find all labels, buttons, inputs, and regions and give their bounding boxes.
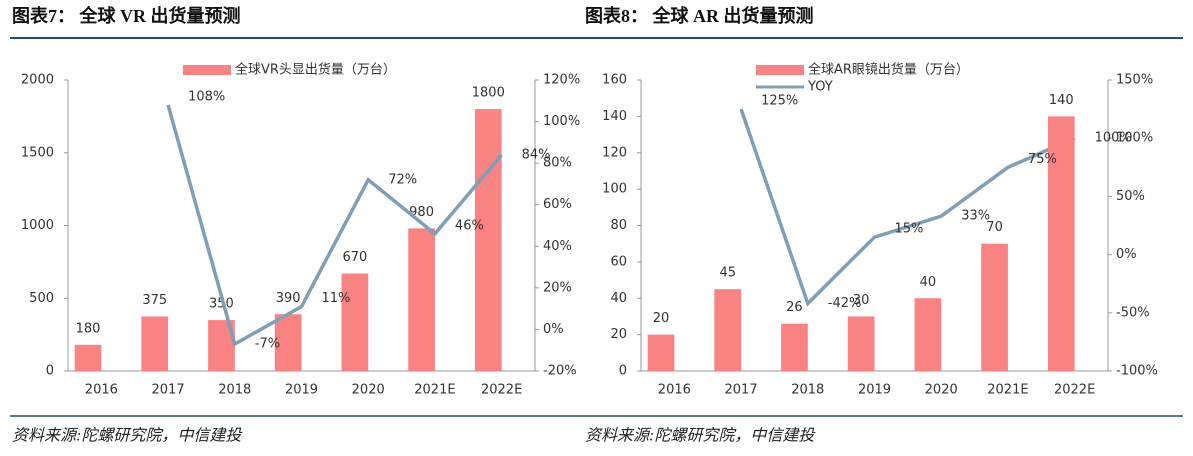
y-tick-label: 160 — [602, 73, 627, 88]
legend-label: YOY — [807, 80, 833, 95]
x-tick-label: 2019 — [858, 383, 891, 398]
y2-tick-label: 60% — [543, 197, 572, 212]
line-value-label: -7% — [255, 336, 280, 351]
x-tick-label: 2019 — [285, 383, 318, 398]
bar-value-label: 70 — [986, 220, 1003, 235]
y2-tick-label: 100% — [543, 114, 580, 129]
bar-value-label: 390 — [276, 291, 301, 306]
line-value-label: 15% — [895, 222, 924, 237]
x-tick-label: 2018 — [218, 383, 251, 398]
y-tick-label: 1000 — [21, 218, 54, 233]
bar — [474, 109, 502, 371]
x-tick-label: 2021E — [414, 383, 455, 398]
line-value-label: 72% — [388, 172, 417, 187]
y2-tick-label: -50% — [1116, 305, 1150, 320]
bar-value-label: 26 — [786, 300, 803, 315]
line-value-label: 108% — [188, 89, 225, 104]
line-value-label: 75% — [1028, 152, 1057, 167]
y-tick-label: 40 — [610, 291, 627, 306]
bar-value-label: 45 — [719, 266, 736, 281]
bar-value-label: 30 — [853, 293, 870, 308]
y-tick-label: 20 — [610, 327, 627, 342]
bar-value-label: 670 — [342, 250, 367, 265]
legend-label: 全球VR头显出货量（万台） — [235, 62, 396, 78]
bar — [981, 243, 1008, 371]
x-tick-label: 2016 — [658, 383, 691, 398]
y-tick-label: 80 — [610, 218, 627, 233]
legend-swatch — [183, 65, 231, 75]
x-tick-label: 2020 — [352, 383, 385, 398]
x-tick-label: 2022E — [1054, 383, 1095, 398]
x-tick-label: 2016 — [85, 383, 118, 398]
line-value-label: 100% — [1095, 131, 1132, 146]
bar — [341, 273, 369, 371]
line-value-label: 11% — [322, 291, 351, 306]
y-tick-label: 500 — [29, 291, 54, 306]
legend-swatch — [756, 65, 804, 75]
bar — [141, 316, 169, 371]
bar — [1047, 116, 1075, 371]
y-tick-label: 0 — [46, 364, 54, 379]
bar-value-label: 140 — [1049, 93, 1074, 108]
y-tick-label: 140 — [602, 109, 627, 124]
line-value-label: 46% — [455, 218, 484, 233]
legend-label: 全球AR眼镜出货量（万台） — [808, 62, 969, 78]
bar-value-label: 375 — [142, 293, 167, 308]
y2-tick-label: 80% — [543, 156, 572, 171]
line-value-label: 33% — [961, 209, 990, 224]
y2-tick-label: -100% — [1116, 364, 1158, 379]
source: 资料来源:陀螺研究院，中信建投 — [12, 427, 243, 445]
x-tick-label: 2021E — [987, 383, 1028, 398]
y2-tick-label: 40% — [543, 239, 572, 254]
y-tick-label: 1500 — [21, 145, 54, 160]
bar — [647, 334, 675, 371]
line — [739, 108, 1076, 307]
bar-value-label: 40 — [920, 275, 937, 290]
bar — [781, 323, 808, 371]
bar-value-label: 350 — [209, 297, 234, 312]
x-tick-label: 2018 — [791, 383, 824, 398]
bar — [914, 298, 942, 371]
chart-title: 图表8： 全球 AR 出货量预测 — [585, 5, 814, 26]
x-tick-label: 2020 — [925, 383, 958, 398]
bar-value-label: 180 — [76, 321, 101, 336]
source: 资料来源:陀螺研究院，中信建投 — [585, 427, 816, 445]
x-tick-label: 2017 — [725, 383, 758, 398]
bar — [274, 314, 302, 371]
line-value-label: -42% — [828, 296, 862, 311]
y-tick-label: 120 — [602, 145, 627, 160]
y2-tick-label: 120% — [543, 73, 580, 88]
bar — [847, 316, 875, 371]
bar — [74, 344, 102, 371]
y-tick-label: 100 — [602, 182, 627, 197]
x-tick-label: 2017 — [152, 383, 185, 398]
x-tick-label: 2022E — [481, 383, 522, 398]
y2-tick-label: 50% — [1116, 189, 1145, 204]
y2-tick-label: 100% — [1116, 131, 1153, 146]
bar-value-label: 1800 — [472, 86, 505, 101]
bar-value-label: 20 — [653, 311, 670, 326]
line-value-label: 125% — [761, 94, 798, 109]
line — [166, 104, 503, 347]
bar — [714, 289, 742, 371]
y-tick-label: 60 — [610, 254, 627, 269]
y2-tick-label: 150% — [1116, 73, 1153, 88]
y2-tick-label: 0% — [1116, 247, 1137, 262]
y2-tick-label: 20% — [543, 280, 572, 295]
line-value-label: 84% — [522, 147, 551, 162]
bar — [408, 228, 435, 371]
y2-tick-label: 0% — [543, 322, 564, 337]
y2-tick-label: -20% — [543, 364, 577, 379]
chart-title: 图表7： 全球 VR 出货量预测 — [12, 5, 241, 26]
y-tick-label: 2000 — [21, 73, 54, 88]
y-tick-label: 0 — [619, 364, 627, 379]
